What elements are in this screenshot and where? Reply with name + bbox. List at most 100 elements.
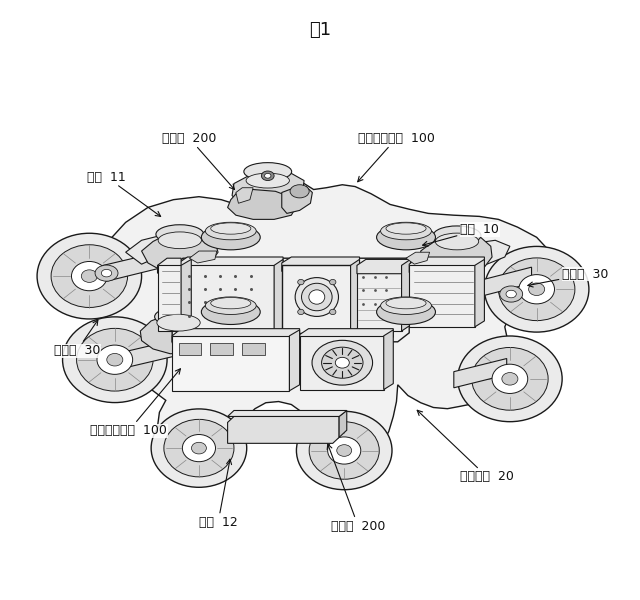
Ellipse shape <box>107 353 123 366</box>
Polygon shape <box>189 251 217 263</box>
Text: 電動機  200: 電動機 200 <box>162 132 234 190</box>
Ellipse shape <box>472 347 548 410</box>
Ellipse shape <box>458 336 562 422</box>
Ellipse shape <box>37 233 141 319</box>
Ellipse shape <box>296 412 392 490</box>
Text: 電動機  200: 電動機 200 <box>327 444 385 533</box>
Ellipse shape <box>330 309 336 314</box>
Polygon shape <box>357 265 401 331</box>
Ellipse shape <box>337 445 351 457</box>
Ellipse shape <box>499 258 575 320</box>
Ellipse shape <box>506 290 516 298</box>
Polygon shape <box>351 259 360 333</box>
Polygon shape <box>232 170 304 209</box>
Text: 図1: 図1 <box>309 20 331 38</box>
Ellipse shape <box>309 290 324 304</box>
Ellipse shape <box>298 309 304 314</box>
Ellipse shape <box>435 233 479 250</box>
Polygon shape <box>172 329 300 343</box>
Ellipse shape <box>312 340 372 385</box>
Ellipse shape <box>164 419 234 477</box>
Ellipse shape <box>335 358 349 368</box>
Ellipse shape <box>330 280 336 285</box>
Polygon shape <box>228 410 347 416</box>
Polygon shape <box>228 190 296 220</box>
Polygon shape <box>179 257 283 271</box>
Ellipse shape <box>202 299 260 325</box>
Polygon shape <box>140 313 217 354</box>
Polygon shape <box>300 329 394 343</box>
Text: 送風手段  20: 送風手段 20 <box>417 410 514 483</box>
Ellipse shape <box>244 163 292 181</box>
Polygon shape <box>289 330 300 391</box>
Ellipse shape <box>519 275 554 304</box>
Ellipse shape <box>202 225 260 250</box>
Ellipse shape <box>81 270 97 283</box>
Ellipse shape <box>205 222 256 240</box>
Ellipse shape <box>157 314 200 331</box>
Polygon shape <box>172 336 289 391</box>
Ellipse shape <box>529 283 545 296</box>
Polygon shape <box>406 252 429 264</box>
Text: 電力変換装置  100: 電力変換装置 100 <box>358 132 435 182</box>
Ellipse shape <box>386 298 426 309</box>
Polygon shape <box>282 265 351 333</box>
Ellipse shape <box>295 278 339 316</box>
Ellipse shape <box>63 317 167 403</box>
Ellipse shape <box>301 283 332 311</box>
Ellipse shape <box>309 422 380 479</box>
Ellipse shape <box>191 442 206 454</box>
Polygon shape <box>172 258 409 342</box>
Ellipse shape <box>101 269 112 277</box>
Ellipse shape <box>328 437 361 464</box>
Polygon shape <box>300 336 384 389</box>
Ellipse shape <box>211 298 251 309</box>
Ellipse shape <box>264 173 271 178</box>
Polygon shape <box>102 182 556 461</box>
Ellipse shape <box>502 373 518 385</box>
Polygon shape <box>454 240 510 265</box>
Polygon shape <box>243 343 264 355</box>
Ellipse shape <box>156 225 204 244</box>
Polygon shape <box>409 257 484 272</box>
Polygon shape <box>228 416 339 443</box>
Ellipse shape <box>51 245 127 307</box>
Ellipse shape <box>376 225 435 250</box>
Polygon shape <box>409 265 475 327</box>
Ellipse shape <box>77 328 153 391</box>
Polygon shape <box>454 359 507 388</box>
Polygon shape <box>339 410 347 437</box>
Polygon shape <box>274 259 283 335</box>
Ellipse shape <box>321 347 363 378</box>
Polygon shape <box>157 258 181 273</box>
Polygon shape <box>282 257 360 271</box>
Ellipse shape <box>182 434 216 461</box>
Ellipse shape <box>290 185 309 198</box>
Polygon shape <box>384 330 394 389</box>
Ellipse shape <box>246 173 289 188</box>
Text: 車輪  12: 車輪 12 <box>198 459 237 529</box>
Polygon shape <box>125 233 193 264</box>
Ellipse shape <box>381 297 431 314</box>
Text: 車軸  11: 車軸 11 <box>87 170 161 217</box>
Polygon shape <box>236 188 253 203</box>
Polygon shape <box>157 265 181 331</box>
Polygon shape <box>179 265 274 335</box>
Polygon shape <box>475 259 484 327</box>
Ellipse shape <box>298 280 304 285</box>
Polygon shape <box>141 232 218 273</box>
Ellipse shape <box>386 223 426 234</box>
Text: 電力変換装置  100: 電力変換装置 100 <box>90 369 180 437</box>
Text: 台車  10: 台車 10 <box>422 223 499 246</box>
Ellipse shape <box>211 223 251 234</box>
Polygon shape <box>179 343 201 355</box>
Polygon shape <box>211 343 233 355</box>
Polygon shape <box>282 187 312 214</box>
Ellipse shape <box>205 297 256 314</box>
Ellipse shape <box>484 247 589 332</box>
Polygon shape <box>124 339 180 368</box>
Ellipse shape <box>500 286 523 302</box>
Ellipse shape <box>158 232 202 248</box>
Polygon shape <box>420 233 492 275</box>
Ellipse shape <box>97 345 132 374</box>
